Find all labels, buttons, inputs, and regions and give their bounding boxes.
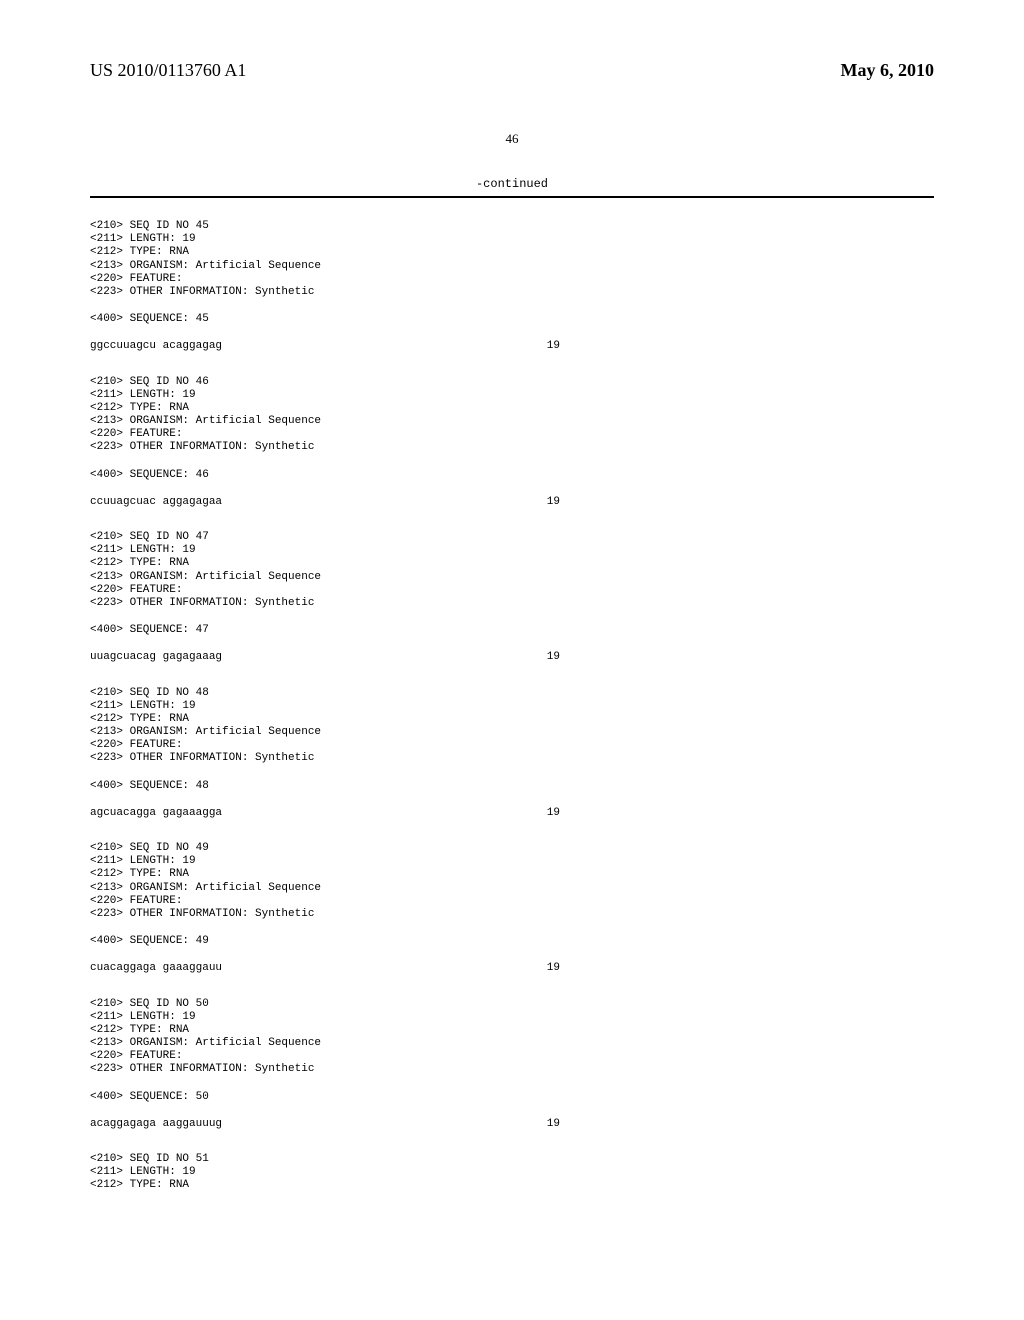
seq-meta-line: <212> TYPE: RNA	[90, 1024, 934, 1037]
sequence-block: <210> SEQ ID NO 47 <211> LENGTH: 19 <212…	[90, 531, 934, 665]
seq-data-row: acaggagaga aaggauuug 19	[90, 1118, 560, 1131]
seq-data-position: 19	[547, 962, 560, 975]
seq-data-row: cuacaggaga gaaaggauu 19	[90, 962, 560, 975]
seq-400-line: <400> SEQUENCE: 50	[90, 1091, 934, 1104]
seq-meta-line: <212> TYPE: RNA	[90, 246, 934, 259]
seq-meta-line: <213> ORGANISM: Artificial Sequence	[90, 882, 934, 895]
seq-meta-line: <223> OTHER INFORMATION: Synthetic	[90, 286, 934, 299]
seq-meta-line: <212> TYPE: RNA	[90, 1179, 934, 1192]
seq-meta-line: <211> LENGTH: 19	[90, 1166, 934, 1179]
seq-meta-line: <220> FEATURE:	[90, 1050, 934, 1063]
seq-meta-line: <212> TYPE: RNA	[90, 402, 934, 415]
seq-data-position: 19	[547, 651, 560, 664]
seq-meta-line: <210> SEQ ID NO 48	[90, 687, 934, 700]
sequence-block: <210> SEQ ID NO 48 <211> LENGTH: 19 <212…	[90, 687, 934, 821]
seq-meta-line: <210> SEQ ID NO 50	[90, 998, 934, 1011]
seq-data-row: agcuacagga gagaaagga 19	[90, 807, 560, 820]
sequence-block: <210> SEQ ID NO 46 <211> LENGTH: 19 <212…	[90, 376, 934, 510]
seq-data-position: 19	[547, 496, 560, 509]
page-number: 46	[90, 131, 934, 147]
seq-meta-line: <213> ORGANISM: Artificial Sequence	[90, 260, 934, 273]
sequence-block: <210> SEQ ID NO 51 <211> LENGTH: 19 <212…	[90, 1153, 934, 1193]
seq-meta-line: <220> FEATURE:	[90, 895, 934, 908]
seq-meta-line: <211> LENGTH: 19	[90, 233, 934, 246]
seq-meta-line: <220> FEATURE:	[90, 584, 934, 597]
seq-meta-line: <213> ORGANISM: Artificial Sequence	[90, 415, 934, 428]
seq-data-position: 19	[547, 340, 560, 353]
seq-meta-line: <213> ORGANISM: Artificial Sequence	[90, 1037, 934, 1050]
seq-meta-line: <212> TYPE: RNA	[90, 713, 934, 726]
seq-meta-line: <223> OTHER INFORMATION: Synthetic	[90, 441, 934, 454]
seq-meta-line: <211> LENGTH: 19	[90, 544, 934, 557]
seq-data-position: 19	[547, 1118, 560, 1131]
seq-400-line: <400> SEQUENCE: 48	[90, 780, 934, 793]
seq-data-text: ccuuagcuac aggagagaa	[90, 496, 222, 509]
seq-meta-line: <223> OTHER INFORMATION: Synthetic	[90, 908, 934, 921]
seq-meta-line: <210> SEQ ID NO 51	[90, 1153, 934, 1166]
seq-meta-line: <210> SEQ ID NO 49	[90, 842, 934, 855]
seq-data-text: acaggagaga aaggauuug	[90, 1118, 222, 1131]
seq-meta-line: <223> OTHER INFORMATION: Synthetic	[90, 1063, 934, 1076]
seq-meta-line: <211> LENGTH: 19	[90, 855, 934, 868]
seq-400-line: <400> SEQUENCE: 49	[90, 935, 934, 948]
seq-data-text: agcuacagga gagaaagga	[90, 807, 222, 820]
sequence-block: <210> SEQ ID NO 45 <211> LENGTH: 19 <212…	[90, 220, 934, 354]
seq-meta-line: <220> FEATURE:	[90, 273, 934, 286]
seq-data-text: uuagcuacag gagagaaag	[90, 651, 222, 664]
seq-meta-line: <211> LENGTH: 19	[90, 700, 934, 713]
seq-meta-line: <223> OTHER INFORMATION: Synthetic	[90, 752, 934, 765]
seq-meta-line: <212> TYPE: RNA	[90, 868, 934, 881]
sequence-block: <210> SEQ ID NO 49 <211> LENGTH: 19 <212…	[90, 842, 934, 976]
publication-number: US 2010/0113760 A1	[90, 60, 246, 81]
seq-data-row: ggccuuagcu acaggagag 19	[90, 340, 560, 353]
seq-meta-line: <210> SEQ ID NO 47	[90, 531, 934, 544]
seq-400-line: <400> SEQUENCE: 47	[90, 624, 934, 637]
seq-meta-line: <211> LENGTH: 19	[90, 1011, 934, 1024]
sequence-block: <210> SEQ ID NO 50 <211> LENGTH: 19 <212…	[90, 998, 934, 1132]
seq-meta-line: <213> ORGANISM: Artificial Sequence	[90, 726, 934, 739]
seq-400-line: <400> SEQUENCE: 46	[90, 469, 934, 482]
seq-meta-line: <220> FEATURE:	[90, 739, 934, 752]
horizontal-rule-top	[90, 196, 934, 198]
seq-data-text: cuacaggaga gaaaggauu	[90, 962, 222, 975]
seq-data-row: ccuuagcuac aggagagaa 19	[90, 496, 560, 509]
seq-data-row: uuagcuacag gagagaaag 19	[90, 651, 560, 664]
seq-400-line: <400> SEQUENCE: 45	[90, 313, 934, 326]
seq-meta-line: <211> LENGTH: 19	[90, 389, 934, 402]
seq-meta-line: <212> TYPE: RNA	[90, 557, 934, 570]
seq-data-position: 19	[547, 807, 560, 820]
seq-meta-line: <220> FEATURE:	[90, 428, 934, 441]
publication-date: May 6, 2010	[841, 60, 935, 81]
seq-meta-line: <213> ORGANISM: Artificial Sequence	[90, 571, 934, 584]
continued-label: -continued	[90, 177, 934, 191]
seq-data-text: ggccuuagcu acaggagag	[90, 340, 222, 353]
seq-meta-line: <223> OTHER INFORMATION: Synthetic	[90, 597, 934, 610]
sequence-listing-container: <210> SEQ ID NO 45 <211> LENGTH: 19 <212…	[90, 220, 934, 1193]
seq-meta-line: <210> SEQ ID NO 46	[90, 376, 934, 389]
page-header: US 2010/0113760 A1 May 6, 2010	[90, 60, 934, 81]
seq-meta-line: <210> SEQ ID NO 45	[90, 220, 934, 233]
